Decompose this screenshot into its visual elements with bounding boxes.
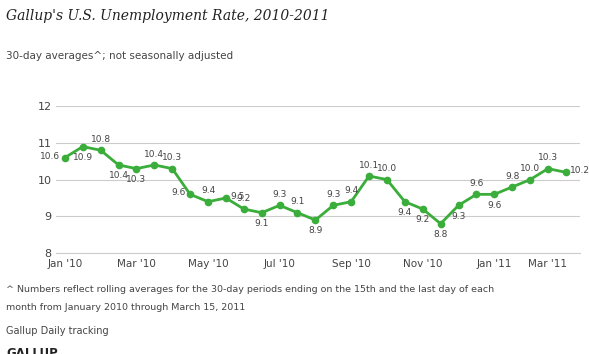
Text: 9.1: 9.1 [290,198,305,206]
Text: month from January 2010 through March 15, 2011: month from January 2010 through March 15… [6,303,245,312]
Text: 9.3: 9.3 [326,190,340,199]
Text: 10.3: 10.3 [162,153,183,162]
Text: 10.3: 10.3 [127,175,147,184]
Text: 9.3: 9.3 [451,212,466,221]
Text: 9.4: 9.4 [344,187,358,195]
Text: 9.4: 9.4 [398,208,412,217]
Text: Gallup's U.S. Unemployment Rate, 2010-2011: Gallup's U.S. Unemployment Rate, 2010-20… [6,9,329,23]
Text: 9.6: 9.6 [487,201,501,210]
Text: 9.2: 9.2 [416,215,430,224]
Text: 9.5: 9.5 [230,192,245,201]
Text: 10.4: 10.4 [144,150,164,159]
Text: 10.2: 10.2 [570,166,589,175]
Text: 9.8: 9.8 [505,172,519,181]
Text: 9.2: 9.2 [237,194,251,203]
Text: 10.8: 10.8 [91,135,111,144]
Text: 9.3: 9.3 [272,190,287,199]
Text: 10.1: 10.1 [359,161,379,170]
Text: 10.9: 10.9 [72,153,93,162]
Text: GALLUP: GALLUP [6,347,58,354]
Text: 10.4: 10.4 [108,171,128,180]
Text: ^ Numbers reflect rolling averages for the 30-day periods ending on the 15th and: ^ Numbers reflect rolling averages for t… [6,285,494,294]
Text: 10.0: 10.0 [520,164,540,173]
Text: Gallup Daily tracking: Gallup Daily tracking [6,326,108,336]
Text: 8.9: 8.9 [308,226,323,235]
Text: 10.3: 10.3 [538,153,558,162]
Text: 10.6: 10.6 [40,152,61,161]
Text: 9.1: 9.1 [254,219,269,228]
Text: 9.6: 9.6 [469,179,484,188]
Text: 9.4: 9.4 [201,187,215,195]
Text: 8.8: 8.8 [434,230,448,239]
Text: 9.6: 9.6 [171,188,186,198]
Text: 10.0: 10.0 [377,164,397,173]
Text: 30-day averages^; not seasonally adjusted: 30-day averages^; not seasonally adjuste… [6,51,233,61]
